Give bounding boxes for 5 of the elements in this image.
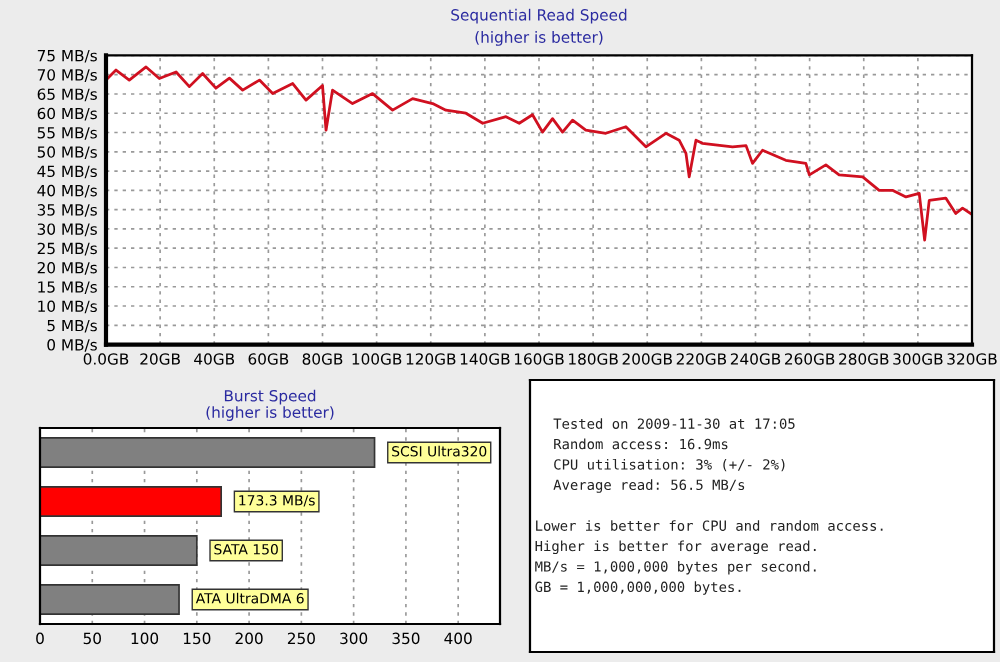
bar: [40, 436, 376, 469]
line-series: [106, 65, 972, 242]
bar: [40, 534, 198, 567]
bar: [40, 583, 180, 616]
bar: [40, 485, 223, 518]
